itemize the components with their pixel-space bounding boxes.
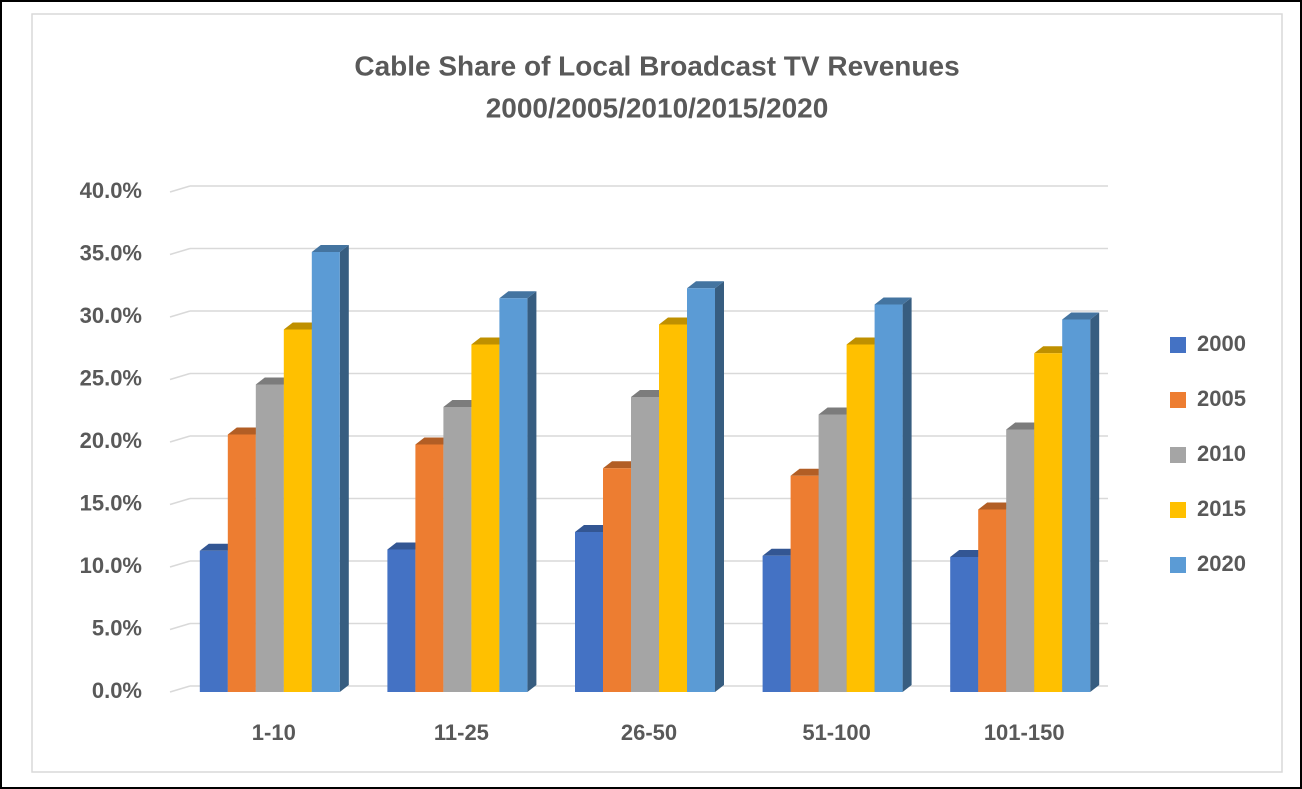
bar	[199, 550, 228, 692]
bar-side	[1090, 312, 1100, 692]
bar-top	[603, 461, 640, 469]
bar	[1034, 353, 1063, 692]
bar-top	[874, 297, 912, 305]
legend-swatch	[1170, 392, 1186, 408]
bar	[687, 288, 715, 692]
x-tick-label: 51-100	[802, 720, 871, 745]
y-tick-label: 15.0%	[80, 490, 142, 515]
bar-top	[1006, 422, 1044, 430]
y-tick-label: 0.0%	[92, 678, 142, 703]
bar-top	[255, 377, 293, 385]
legend-label: 2000	[1197, 331, 1246, 356]
legend-swatch	[1170, 502, 1186, 518]
bar-top	[818, 407, 856, 415]
bar-top	[846, 337, 884, 345]
y-tick-label: 10.0%	[80, 553, 142, 578]
bar	[1062, 319, 1091, 692]
bar-top	[790, 468, 828, 476]
bar	[387, 549, 416, 692]
legend-swatch	[1170, 557, 1186, 573]
chart-subtitle: 2000/2005/2010/2015/2020	[486, 92, 829, 123]
bar-top	[631, 390, 668, 397]
legend-label: 2015	[1197, 496, 1246, 521]
bar	[499, 298, 528, 692]
bar	[762, 555, 791, 692]
bar	[575, 532, 603, 692]
bar-side	[527, 291, 537, 692]
x-tick-label: 1-10	[252, 720, 296, 745]
bar	[471, 344, 500, 692]
bar	[311, 252, 340, 692]
legend-label: 2020	[1197, 551, 1246, 576]
bar-top	[659, 317, 696, 325]
grid-line-depth	[169, 185, 191, 193]
bar-top	[575, 525, 612, 532]
bar	[950, 557, 979, 692]
legend-swatch	[1170, 447, 1186, 463]
bar	[415, 444, 444, 692]
bar-top	[283, 322, 321, 330]
bar	[846, 344, 875, 692]
grid-line-depth	[169, 622, 191, 631]
y-tick-label: 30.0%	[80, 303, 142, 328]
bar-top	[387, 542, 425, 550]
y-tick-label: 20.0%	[80, 428, 142, 453]
bar-side	[339, 245, 349, 692]
bar-top	[762, 548, 800, 556]
bar	[603, 468, 631, 692]
bar	[227, 434, 256, 692]
bar	[978, 509, 1007, 692]
bar-side	[715, 281, 724, 692]
y-tick-label: 40.0%	[80, 178, 142, 203]
y-tick-label: 35.0%	[80, 240, 142, 265]
bar-top	[443, 400, 481, 407]
bar	[443, 407, 472, 692]
bar-top	[227, 427, 265, 435]
grid-line-depth	[169, 310, 191, 318]
bar-top	[415, 437, 453, 445]
bar	[659, 324, 687, 692]
grid-line-depth	[169, 497, 191, 506]
grid-line-depth	[169, 560, 191, 568]
bar-top	[471, 337, 509, 345]
legend-swatch	[1170, 337, 1186, 353]
grid-line-depth	[169, 435, 191, 443]
bar-top	[499, 291, 537, 299]
bar-top	[199, 543, 237, 551]
bar-top	[311, 245, 349, 252]
bar-top	[1062, 312, 1100, 320]
bar	[818, 414, 847, 692]
legend-label: 2010	[1197, 441, 1246, 466]
x-tick-label: 26-50	[621, 720, 677, 745]
bar	[631, 397, 659, 692]
bar	[1006, 429, 1035, 692]
bar-top	[950, 550, 988, 557]
bar-top	[1034, 346, 1072, 354]
chart-title: Cable Share of Local Broadcast TV Revenu…	[354, 50, 959, 81]
grid-line-depth	[169, 372, 191, 381]
x-tick-label: 101-150	[984, 720, 1065, 745]
bar-top	[978, 502, 1016, 510]
bar	[790, 475, 819, 692]
bar	[255, 384, 284, 692]
grid-line-depth	[169, 247, 191, 256]
grid-line-depth	[169, 685, 191, 693]
y-tick-label: 5.0%	[92, 615, 142, 640]
y-tick-label: 25.0%	[80, 365, 142, 390]
legend-label: 2005	[1197, 386, 1246, 411]
bar-top	[687, 281, 724, 289]
bar	[283, 329, 312, 692]
bar	[874, 304, 903, 692]
x-tick-label: 11-25	[434, 720, 489, 745]
bar-side	[902, 297, 912, 692]
